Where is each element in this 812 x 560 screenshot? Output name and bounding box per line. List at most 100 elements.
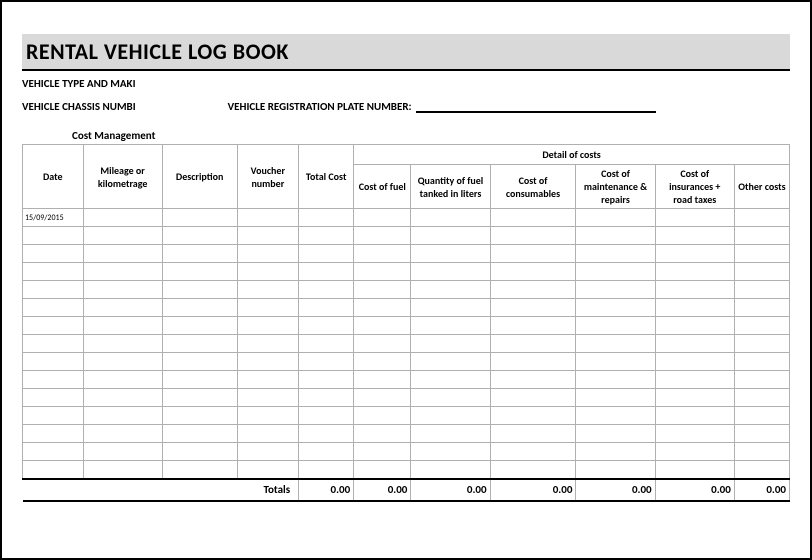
table-cell [83,461,162,479]
table-cell [354,209,411,227]
col-voucher: Voucher number [237,145,299,209]
table-cell: 15/09/2015 [23,209,84,227]
table-cell [237,407,299,425]
table-cell [411,299,490,317]
table-cell [734,245,789,263]
table-row [23,389,790,407]
table-cell [490,443,576,461]
table-cell [354,317,411,335]
table-cell [83,263,162,281]
table-cell [83,209,162,227]
vehicle-type-label: VEHICLE TYPE AND MAKI [22,77,136,90]
col-other: Other costs [734,165,789,209]
table-cell [162,227,237,245]
table-cell [237,371,299,389]
table-cell [83,425,162,443]
table-cell [734,425,789,443]
table-cell [655,389,734,407]
table-cell [162,461,237,479]
table-cell [237,281,299,299]
table-cell [237,353,299,371]
table-cell [734,281,789,299]
table-cell [490,245,576,263]
table-row [23,353,790,371]
table-cell [411,407,490,425]
table-cell [490,299,576,317]
table-cell [237,425,299,443]
table-row [23,461,790,479]
table-row [23,263,790,281]
table-cell [411,245,490,263]
table-cell [354,335,411,353]
table-cell [490,281,576,299]
table-cell [490,263,576,281]
table-cell [411,227,490,245]
table-cell [734,353,789,371]
table-cell [299,317,354,335]
table-cell [655,299,734,317]
table-cell [734,389,789,407]
table-cell [734,209,789,227]
col-cost-ins: Cost of insurances + road taxes [655,165,734,209]
table-cell [576,425,655,443]
table-cell [411,425,490,443]
table-cell [83,281,162,299]
title-bar: RENTAL VEHICLE LOG BOOK [22,34,790,71]
table-cell [734,371,789,389]
table-cell [490,389,576,407]
reg-plate-text: VEHICLE REGISTRATION PLATE NUMBER: [228,100,412,113]
table-cell [23,407,84,425]
col-detail-header: Detail of costs [354,145,790,165]
table-cell [490,371,576,389]
table-cell [576,353,655,371]
table-cell [299,425,354,443]
table-cell [354,281,411,299]
table-cell [490,353,576,371]
table-cell [83,317,162,335]
table-cell [490,227,576,245]
totals-cost-fuel: 0.00 [354,479,411,501]
table-cell [411,317,490,335]
reg-plate-underline [416,111,656,113]
table-cell [490,209,576,227]
table-cell [411,353,490,371]
info-row-2: VEHICLE CHASSIS NUMBI VEHICLE REGISTRATI… [22,100,790,113]
totals-label: Totals [23,479,299,501]
table-cell [576,299,655,317]
table-cell [576,263,655,281]
table-cell [354,389,411,407]
table-cell [83,353,162,371]
table-cell [23,335,84,353]
table-cell [23,281,84,299]
table-cell [490,461,576,479]
col-cost-maint: Cost of maintenance & repairs [576,165,655,209]
table-cell [734,461,789,479]
table-cell [299,245,354,263]
table-cell [83,407,162,425]
table-cell [655,461,734,479]
table-cell [237,245,299,263]
table-cell [490,335,576,353]
table-cell [162,209,237,227]
table-cell [354,353,411,371]
table-cell [734,443,789,461]
table-cell [23,461,84,479]
totals-cost-consumables: 0.00 [490,479,576,501]
table-cell [299,263,354,281]
table-row [23,371,790,389]
table-cell [354,443,411,461]
table-cell [655,443,734,461]
table-cell [655,209,734,227]
table-row [23,227,790,245]
totals-other: 0.00 [734,479,789,501]
table-cell [576,245,655,263]
table-cell [655,227,734,245]
table-cell [23,353,84,371]
table-cell [237,317,299,335]
section-label: Cost Management [72,129,810,142]
totals-total-cost: 0.00 [299,479,354,501]
table-cell [162,407,237,425]
table-cell [411,209,490,227]
table-cell [655,335,734,353]
table-row [23,281,790,299]
